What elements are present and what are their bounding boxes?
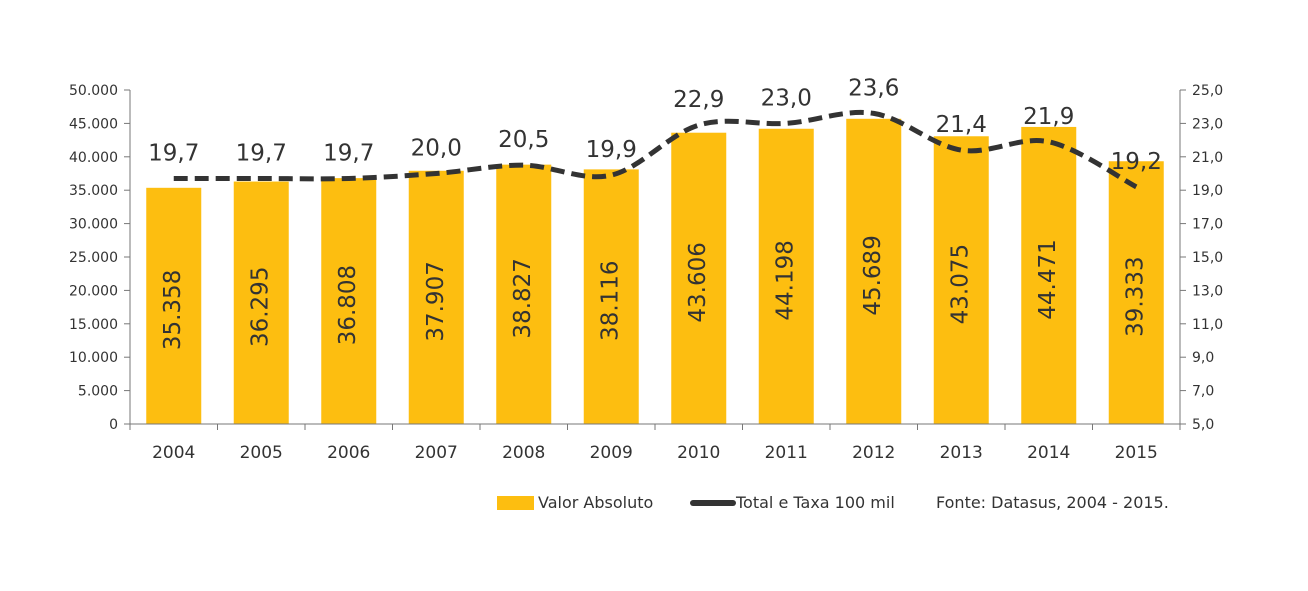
y-right-tick-label: 5,0: [1192, 417, 1214, 433]
rate-value-label: 19,2: [1111, 149, 1162, 175]
y-right-tick-label: 9,0: [1192, 350, 1214, 366]
bar: [583, 169, 639, 424]
y-left-tick-label: 35.000: [69, 183, 118, 199]
bar: [321, 178, 377, 424]
y-left-tick-label: 15.000: [69, 317, 118, 333]
rate-value-label: 23,0: [761, 85, 812, 111]
y-right-tick-label: 13,0: [1192, 283, 1223, 299]
y-right-tick-label: 7,0: [1192, 384, 1214, 400]
bar-value-label: 38.827: [510, 258, 536, 338]
bar-value-label: 37.907: [423, 261, 449, 341]
bar-value-label: 35.358: [160, 270, 186, 350]
source-note: Fonte: Datasus, 2004 - 2015.: [936, 493, 1169, 512]
y-left-tick-label: 0: [109, 417, 118, 433]
bar: [1021, 126, 1077, 425]
x-tick-label: 2005: [240, 443, 283, 463]
bars-group: 35.358 36.295 36.808 37.907 38.827 38.116 43.6…: [146, 118, 1164, 425]
rate-value-label: 23,6: [848, 75, 899, 101]
rate-line: [173, 110, 1138, 190]
y-right-tick-label: 21,0: [1192, 150, 1223, 166]
bar-value-label: 44.198: [773, 240, 799, 320]
bar: [408, 170, 464, 424]
bar-value-label: 45.689: [860, 235, 886, 315]
x-tick-label: 2011: [765, 443, 808, 463]
y-left-tick-label: 40.000: [69, 150, 118, 166]
legend-label-bar: Valor Absoluto: [538, 493, 653, 512]
bar: [1108, 161, 1164, 424]
bar-value-label: 43.606: [685, 242, 711, 322]
rate-value-label: 22,9: [673, 87, 724, 113]
y-left-tick-label: 50.000: [69, 83, 118, 99]
bar-value-label: 43.075: [948, 244, 974, 324]
legend: Valor Absoluto Total e Taxa 100 mil Font…: [497, 493, 1169, 512]
y-left-tick-label: 45.000: [69, 116, 118, 132]
bar: [933, 136, 989, 424]
bar-value-label: 38.116: [598, 260, 624, 340]
rate-value-label: 19,7: [323, 141, 374, 167]
x-tick-label: 2004: [152, 443, 195, 463]
bar: [846, 118, 902, 424]
rate-value-label: 19,7: [236, 141, 287, 167]
bar-value-label: 44.471: [1035, 239, 1061, 319]
legend-swatch-bar: [497, 496, 534, 510]
rate-value-label: 21,4: [936, 112, 987, 138]
rate-value-label: 19,7: [148, 141, 199, 167]
x-tick-label: 2008: [502, 443, 545, 463]
y-left-tick-label: 5.000: [78, 384, 118, 400]
x-tick-label: 2010: [677, 443, 720, 463]
axes-group: 2004 2005 2006 2007 2008 2009 2010 2011 2012 2013…: [69, 83, 1223, 463]
y-left-tick-label: 20.000: [69, 283, 118, 299]
line-group: 19,7 19,7 19,7 20,0 20,5 19,9 22,9 23,0 23,6 21,4…: [148, 75, 1162, 190]
x-tick-label: 2015: [1115, 443, 1158, 463]
rate-value-label: 20,5: [498, 127, 549, 153]
rate-value-label: 19,9: [586, 137, 637, 163]
y-right-tick-label: 23,0: [1192, 116, 1223, 132]
rate-value-label: 20,0: [411, 136, 462, 162]
bar: [146, 187, 202, 424]
bar-value-label: 36.808: [335, 265, 361, 345]
y-right-tick-label: 25,0: [1192, 83, 1223, 99]
bar: [671, 132, 727, 424]
x-tick-label: 2007: [415, 443, 458, 463]
y-right-tick-label: 19,0: [1192, 183, 1223, 199]
x-tick-label: 2012: [852, 443, 895, 463]
x-tick-label: 2006: [327, 443, 370, 463]
bar-value-label: 39.333: [1123, 256, 1149, 336]
y-right-tick-label: 15,0: [1192, 250, 1223, 266]
rate-value-label: 21,9: [1023, 104, 1074, 130]
y-left-tick-label: 25.000: [69, 250, 118, 266]
bar: [758, 128, 814, 424]
legend-label-line: Total e Taxa 100 mil: [735, 493, 895, 512]
y-left-tick-label: 30.000: [69, 217, 118, 233]
bar: [496, 164, 552, 425]
x-tick-label: 2009: [590, 443, 633, 463]
x-tick-label: 2014: [1027, 443, 1070, 463]
bar-value-label: 36.295: [248, 267, 274, 347]
x-tick-label: 2013: [940, 443, 983, 463]
bar: [233, 181, 289, 424]
y-right-tick-label: 11,0: [1192, 317, 1223, 333]
y-left-tick-label: 10.000: [69, 350, 118, 366]
y-right-tick-label: 17,0: [1192, 217, 1223, 233]
